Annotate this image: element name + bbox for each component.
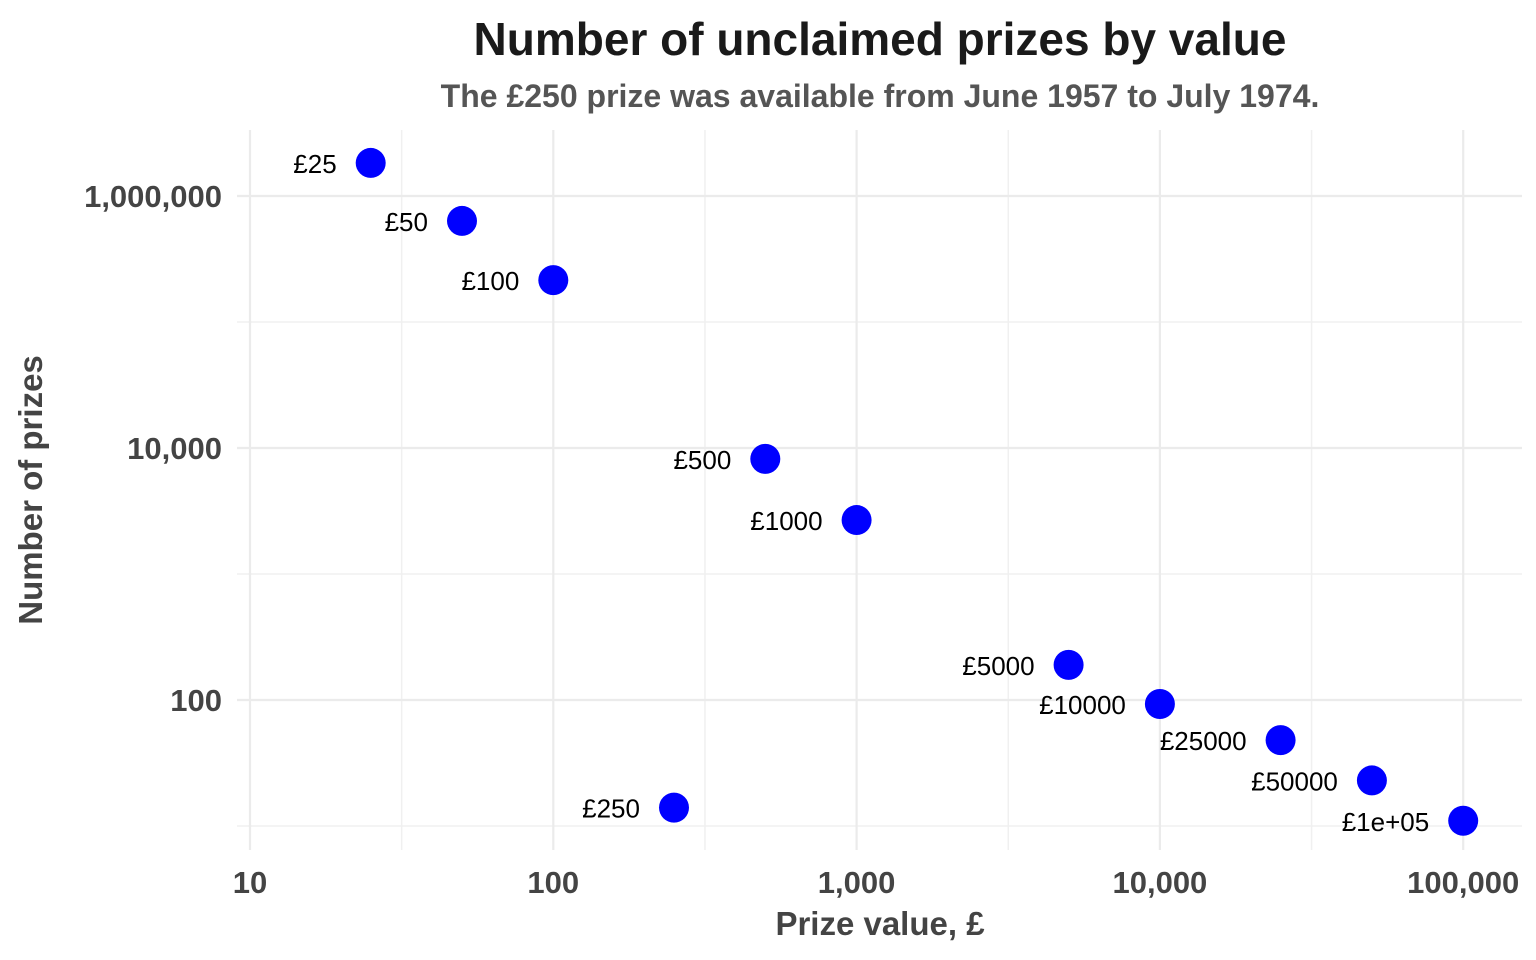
x-tick-label: 10,000 xyxy=(1112,865,1207,900)
x-tick-label: 100 xyxy=(527,865,579,900)
data-point xyxy=(658,792,689,823)
chart-subtitle: The £250 prize was available from June 1… xyxy=(441,78,1320,114)
x-axis-label: Prize value, £ xyxy=(775,905,985,942)
y-tick-label: 100 xyxy=(170,683,222,718)
data-point-label: £1000 xyxy=(750,506,822,536)
data-point-label: £5000 xyxy=(962,651,1034,681)
data-point xyxy=(1265,725,1296,756)
x-tick-label: 100,000 xyxy=(1407,865,1519,900)
data-point-label: £500 xyxy=(673,445,731,475)
data-point xyxy=(1053,649,1084,680)
x-tick-label: 10 xyxy=(233,865,267,900)
data-point-label: £250 xyxy=(582,794,640,824)
data-point-label: £50000 xyxy=(1251,766,1338,796)
y-tick-label: 10,000 xyxy=(127,431,222,466)
data-point xyxy=(841,505,872,536)
y-axis-label: Number of prizes xyxy=(12,355,49,625)
data-point xyxy=(355,147,386,178)
data-point xyxy=(1448,805,1479,836)
data-point-label: £100 xyxy=(461,266,519,296)
data-point-label: £1e+05 xyxy=(1342,807,1429,837)
chart-title: Number of unclaimed prizes by value xyxy=(474,13,1287,65)
data-point xyxy=(1356,765,1387,796)
data-point-label: £10000 xyxy=(1039,690,1126,720)
x-tick-label: 1,000 xyxy=(818,865,896,900)
data-points: £25 £50 £100 £250 £500 £1000 £5000£10000 £25000… xyxy=(293,147,1479,837)
data-point-label: £25000 xyxy=(1160,726,1247,756)
y-axis-ticks: 100 10,000 1,000,000 xyxy=(84,179,222,718)
data-point xyxy=(446,205,477,236)
data-point xyxy=(750,443,781,474)
data-point-label: £50 xyxy=(385,207,428,237)
gridlines xyxy=(237,130,1522,850)
x-axis-ticks: 10 100 1,000 10,000 100,000 xyxy=(233,865,1519,900)
data-point-label: £25 xyxy=(293,149,336,179)
y-tick-label: 1,000,000 xyxy=(84,179,222,214)
data-point xyxy=(538,265,569,296)
data-point xyxy=(1144,688,1175,719)
